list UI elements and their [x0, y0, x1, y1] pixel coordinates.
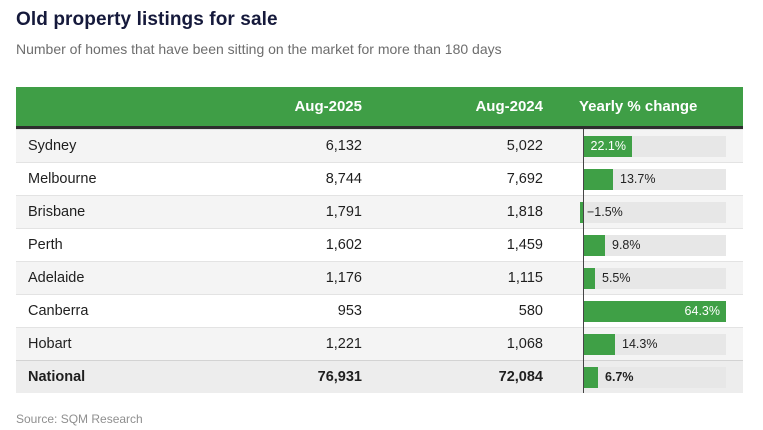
- value-aug-2024: 580: [518, 303, 543, 320]
- value-aug-2025: 1,602: [325, 237, 362, 254]
- yearly-change-cell: 64.3%: [543, 300, 743, 322]
- value-aug-2025: 6,132: [325, 138, 362, 155]
- bar-value-label: 14.3%: [622, 337, 658, 352]
- bar-value-label: 64.3%: [684, 304, 720, 319]
- table-header-row: Aug-2025 Aug-2024 Yearly % change: [16, 87, 743, 130]
- bar-fill: [583, 333, 615, 355]
- table-row: Perth 1,602 1,459 9.8%: [16, 228, 743, 261]
- bar-track: −1.5%: [580, 201, 726, 223]
- bar-track: 22.1%: [583, 135, 726, 157]
- table-row: Melbourne 8,744 7,692 13.7%: [16, 162, 743, 195]
- table-row: National 76,931 72,084 6.7%: [16, 360, 743, 394]
- value-aug-2025: 8,744: [325, 171, 362, 188]
- region-name: Canberra: [28, 303, 89, 320]
- region-name: Melbourne: [28, 171, 97, 188]
- bar-fill: [580, 201, 583, 223]
- value-aug-2024: 72,084: [498, 369, 543, 386]
- region-name: Hobart: [28, 336, 72, 353]
- col-header-aug-2024: Aug-2024: [475, 98, 543, 116]
- col-header-yearly-change: Yearly % change: [579, 98, 698, 116]
- bar-fill: [583, 135, 632, 157]
- bar-value-label: −1.5%: [587, 205, 623, 220]
- bar-fill: [583, 366, 598, 388]
- bar-fill: [583, 300, 726, 322]
- value-aug-2025: 1,221: [325, 336, 362, 353]
- col-header-aug-2025: Aug-2025: [294, 98, 362, 116]
- table-row: Canberra 953 580 64.3%: [16, 294, 743, 327]
- value-aug-2025: 1,176: [325, 270, 362, 287]
- region-name: Brisbane: [28, 204, 86, 221]
- value-aug-2025: 1,791: [325, 204, 362, 221]
- bar-value-label: 9.8%: [612, 238, 641, 253]
- value-aug-2024: 1,115: [507, 270, 543, 287]
- bar-track: 9.8%: [583, 234, 726, 256]
- yearly-change-cell: 6.7%: [543, 366, 743, 388]
- value-aug-2025: 76,931: [317, 369, 362, 386]
- region-name: National: [28, 369, 86, 386]
- page-subtitle: Number of homes that have been sitting o…: [16, 40, 502, 57]
- yearly-change-cell: −1.5%: [543, 201, 743, 223]
- value-aug-2024: 1,818: [506, 204, 543, 221]
- yearly-change-cell: 13.7%: [543, 168, 743, 190]
- yearly-change-cell: 5.5%: [543, 267, 743, 289]
- bar-value-label: 22.1%: [590, 139, 626, 154]
- bar-fill: [583, 168, 613, 190]
- table-row: Adelaide 1,176 1,115 5.5%: [16, 261, 743, 295]
- bar-fill: [583, 234, 605, 256]
- zero-axis-line: [583, 129, 584, 394]
- yearly-change-cell: 9.8%: [543, 234, 743, 256]
- yearly-change-cell: 14.3%: [543, 333, 743, 355]
- listings-table: Aug-2025 Aug-2024 Yearly % change Sydney…: [16, 87, 743, 394]
- table-row: Hobart 1,221 1,068 14.3%: [16, 327, 743, 361]
- page-title: Old property listings for sale: [16, 9, 278, 30]
- source-note: Source: SQM Research: [16, 412, 143, 427]
- bar-fill: [583, 267, 595, 289]
- value-aug-2024: 5,022: [506, 138, 543, 155]
- region-name: Perth: [28, 237, 63, 254]
- bar-track: 64.3%: [583, 300, 726, 322]
- region-name: Adelaide: [28, 270, 85, 287]
- value-aug-2025: 953: [337, 303, 362, 320]
- bar-track: 5.5%: [583, 267, 726, 289]
- bar-track: 6.7%: [583, 366, 726, 388]
- yearly-change-cell: 22.1%: [543, 135, 743, 157]
- region-name: Sydney: [28, 138, 77, 155]
- table-body: Sydney 6,132 5,022 22.1% Melbourne 8,744 7,692…: [16, 129, 743, 394]
- bar-value-label: 13.7%: [620, 172, 656, 187]
- bar-value-label: 5.5%: [602, 271, 631, 286]
- table-row: Brisbane 1,791 1,818 −1.5%: [16, 195, 743, 229]
- value-aug-2024: 7,692: [506, 171, 543, 188]
- value-aug-2024: 1,068: [506, 336, 543, 353]
- table-row: Sydney 6,132 5,022 22.1%: [16, 129, 743, 163]
- bar-track: 14.3%: [583, 333, 726, 355]
- value-aug-2024: 1,459: [506, 237, 543, 254]
- bar-track: 13.7%: [583, 168, 726, 190]
- bar-value-label: 6.7%: [605, 370, 634, 385]
